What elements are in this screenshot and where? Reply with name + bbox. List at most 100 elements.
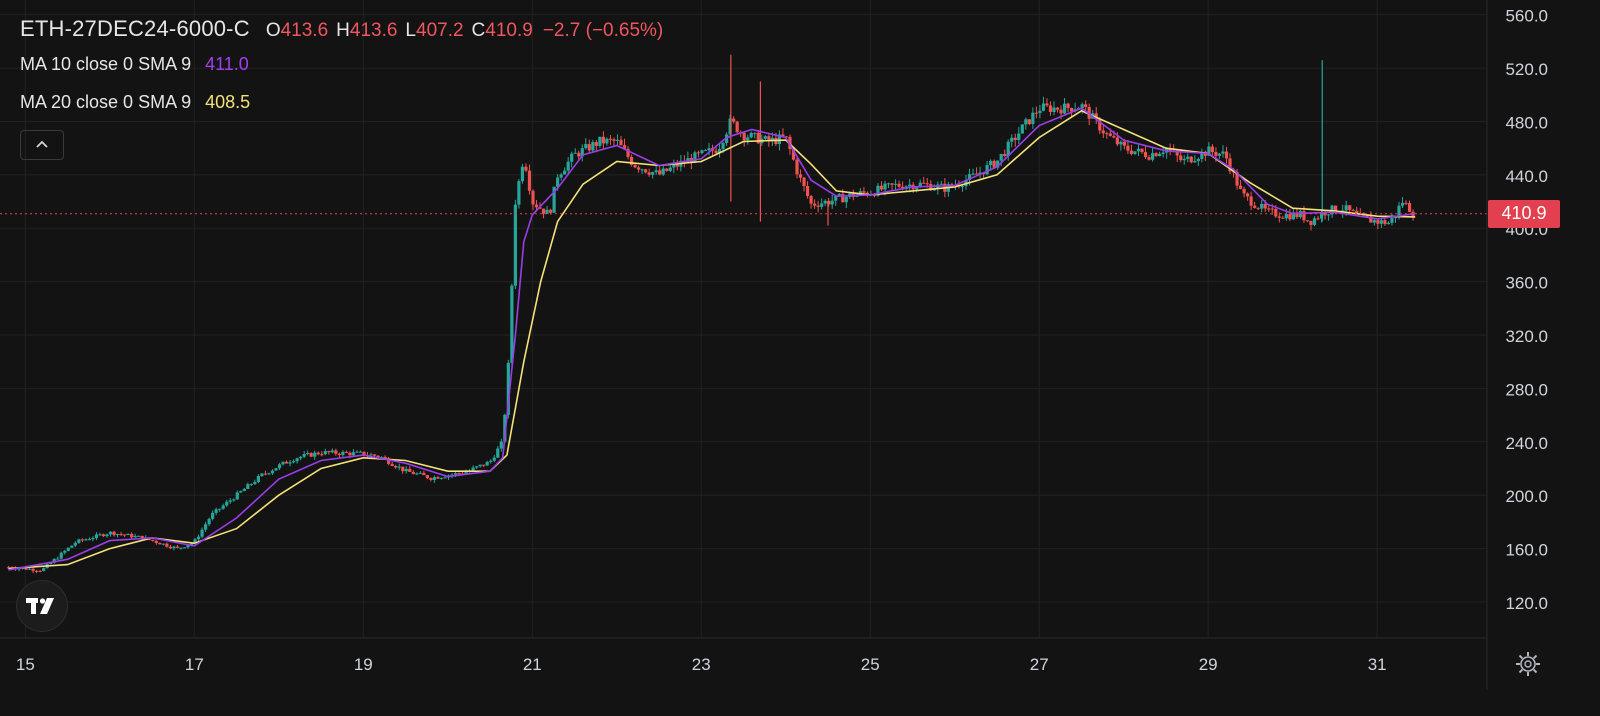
candle-body: [242, 488, 246, 492]
candle-body: [98, 534, 102, 536]
high-key: H: [336, 20, 350, 41]
candle-body: [108, 531, 113, 535]
candle-body: [1291, 212, 1295, 220]
candle-body: [186, 545, 190, 548]
candle-body: [626, 148, 630, 157]
candle-body: [1196, 158, 1200, 162]
candle-body: [1122, 141, 1127, 146]
candle-body: [175, 546, 180, 548]
candle-body: [735, 121, 739, 133]
candle-body: [372, 454, 377, 456]
candle-body: [49, 562, 53, 565]
candle-body: [1253, 205, 1257, 208]
candle-body: [1376, 220, 1380, 224]
candle-body: [559, 174, 563, 178]
candle-body: [612, 139, 616, 141]
candle-body: [475, 466, 479, 468]
candle-body: [1365, 215, 1369, 217]
candle-body: [1098, 118, 1102, 131]
candle-body: [1066, 103, 1070, 108]
candle-body: [1277, 216, 1281, 218]
candle-body: [830, 200, 834, 205]
candle-body: [1407, 203, 1412, 212]
ohlc-row: ETH-27DEC24-6000-C O 413.6 H 413.6 L 407…: [20, 16, 663, 54]
candle-body: [422, 472, 426, 476]
candle-body: [401, 466, 405, 472]
candle-body: [918, 182, 922, 187]
candle-body: [313, 452, 317, 457]
candle-body: [453, 473, 458, 475]
candle-body: [802, 177, 806, 187]
candle-body: [746, 137, 750, 141]
candle-body: [584, 144, 588, 149]
candle-body: [577, 152, 581, 157]
candle-body: [457, 473, 461, 475]
candle-body: [1383, 220, 1387, 225]
time-axis: 15 17 19 21 23 25 27 29 31: [16, 655, 1387, 674]
candle-body: [309, 452, 313, 457]
candle-body: [1108, 133, 1112, 136]
candle-body: [302, 454, 306, 457]
candle-body: [1034, 112, 1038, 114]
candle-body: [56, 558, 60, 560]
candle-body: [809, 196, 813, 204]
candle-body: [1302, 211, 1306, 221]
candle-body: [580, 148, 584, 157]
ma10-row[interactable]: MA 10 close 0 SMA 9 411.0: [20, 54, 663, 92]
candle-body: [570, 153, 574, 162]
candle-body: [499, 441, 503, 449]
candle-body: [70, 545, 74, 548]
collapse-legend-button[interactable]: [20, 130, 64, 160]
candle-body: [967, 174, 972, 181]
gear-icon[interactable]: [1514, 650, 1542, 678]
candle-body: [693, 152, 697, 163]
candle-body: [1319, 212, 1324, 219]
candle-body: [228, 500, 232, 502]
candle-body: [277, 464, 282, 469]
candle-body: [63, 550, 67, 553]
candle-body: [355, 451, 359, 453]
candle-body: [1062, 103, 1067, 114]
candle-body: [464, 472, 468, 475]
candle-body: [1210, 146, 1215, 153]
candle-body: [661, 168, 665, 175]
candle-body: [1309, 220, 1313, 225]
candle-body: [1119, 141, 1123, 145]
candle-body: [408, 468, 412, 472]
candle-body: [137, 535, 141, 537]
candle-body: [27, 568, 32, 570]
candle-series: [6, 54, 1415, 574]
high-value: 413.6: [349, 20, 398, 41]
candle-body: [492, 457, 496, 461]
candle-body: [443, 477, 447, 479]
candle-body: [858, 191, 862, 195]
candle-body: [805, 186, 810, 197]
candle-body: [658, 170, 662, 175]
low-key: L: [405, 20, 416, 41]
candle-body: [1179, 155, 1183, 161]
candle-body: [1003, 153, 1007, 156]
candle-body: [601, 136, 605, 144]
candle-body: [1267, 208, 1271, 210]
candle-body: [1182, 158, 1186, 161]
candle-body: [263, 473, 268, 475]
candle-body: [1020, 124, 1024, 134]
candle-body: [893, 183, 898, 185]
candle-body: [59, 552, 63, 559]
ma20-row[interactable]: MA 20 close 0 SMA 9 408.5: [20, 92, 663, 130]
candle-body: [376, 455, 380, 458]
candle-body: [605, 138, 609, 144]
candle-body: [1112, 135, 1116, 138]
candle-body: [1217, 153, 1222, 156]
candle-body: [1326, 214, 1331, 216]
candle-body: [527, 170, 532, 191]
candle-body: [1281, 217, 1285, 219]
symbol-name[interactable]: ETH-27DEC24-6000-C: [20, 16, 250, 41]
candle-body: [1288, 213, 1292, 220]
candle-body: [922, 182, 926, 184]
close-value: 410.9: [485, 20, 533, 41]
candle-body: [348, 452, 352, 456]
tradingview-logo[interactable]: [16, 580, 68, 632]
candle-body: [767, 136, 771, 142]
